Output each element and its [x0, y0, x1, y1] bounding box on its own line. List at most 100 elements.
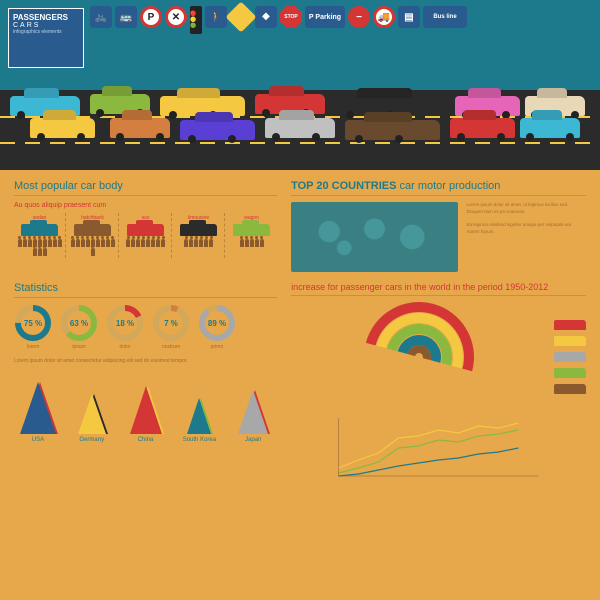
donut-value: 89 % [198, 304, 236, 342]
car-icon [520, 118, 580, 138]
people-icons [69, 239, 116, 256]
pyramid-label: China [122, 437, 170, 443]
traffic-light-icon: 🔴🟡🟢 [190, 6, 202, 34]
person-icon [245, 239, 249, 247]
person-icon [131, 239, 135, 247]
person-icon [189, 239, 193, 247]
people-icons [16, 239, 63, 256]
stats-lorem: Lorem ipsum dolor sit amet consectetur a… [14, 358, 277, 365]
pyramid-label: Japan [229, 437, 277, 443]
pyramid-icon [20, 382, 56, 434]
person-icon [146, 239, 150, 247]
legend-car-icon [554, 336, 586, 346]
person-icon [111, 239, 115, 247]
legend-car-icon [554, 368, 586, 378]
donut-caption: nostrum [152, 344, 190, 350]
person-icon [86, 239, 90, 247]
donut-caption: primo [198, 344, 236, 350]
curve-sign-icon [225, 1, 256, 32]
increase-title: increase for passenger cars in the world… [291, 282, 586, 296]
person-icon [141, 239, 145, 247]
person-icon [199, 239, 203, 247]
target-chart [364, 302, 474, 412]
car-body-column: sedan [14, 213, 66, 258]
pyramid-icon [130, 386, 162, 434]
people-icons [228, 239, 275, 247]
statistics-title: Statistics [14, 282, 277, 298]
parking-sign-icon: P Parking [305, 6, 345, 28]
legend-car-icon [554, 352, 586, 362]
busline-sign-icon: Bus line [423, 6, 467, 28]
line-chart-svg [291, 418, 586, 478]
person-icon [81, 239, 85, 247]
hero-title-1: PASSENGERS [13, 13, 79, 22]
car-silhouette-icon [127, 224, 165, 236]
countries-panel: TOP 20 COUNTRIES car motor production Lo… [291, 180, 586, 272]
person-icon [156, 239, 160, 247]
road-signs-cluster: 🚲 🚌 P ✕ 🔴🟡🟢 🚶 ⛖ STOP P Parking − 🚚 ▤ Bus… [90, 6, 592, 86]
person-icon [260, 239, 264, 247]
car-silhouette-icon [180, 224, 218, 236]
hero-subtitle: infographics elements [13, 29, 79, 35]
donut-chart: 89 % [198, 304, 236, 342]
person-icon [33, 248, 37, 256]
bike-sign-icon: 🚲 [90, 6, 112, 28]
person-icon [240, 239, 244, 247]
car-body-column: wagon [226, 213, 277, 258]
person-icon [23, 239, 27, 247]
stop-sign-icon: STOP [280, 6, 302, 28]
crosswalk-sign-icon: ▤ [398, 6, 420, 28]
person-icon [250, 239, 254, 247]
pyramid-icon [238, 390, 268, 434]
car-icon [30, 118, 95, 138]
target-legend [554, 320, 586, 394]
person-icon [204, 239, 208, 247]
pyramid-bar: Germany [68, 394, 116, 443]
car-body-title: Most popular car body [14, 180, 277, 196]
donut-row: 75 % lorem 63 % ipsum 18 % dolor 7 % nos… [14, 304, 277, 350]
pyramid-bar: South Korea [175, 398, 223, 443]
donut-caption: ipsum [60, 344, 98, 350]
car-body-column: limousine [173, 213, 225, 258]
person-icon [96, 239, 100, 247]
pyramid-bar: China [122, 386, 170, 443]
car-body-column: suv [120, 213, 172, 258]
no-truck-sign-icon: 🚚 [373, 6, 395, 28]
person-icon [194, 239, 198, 247]
donut-chart: 63 % [60, 304, 98, 342]
person-icon [91, 248, 95, 256]
car-body-column: hatchback [67, 213, 119, 258]
bus-sign-icon: 🚌 [115, 6, 137, 28]
title-sign: PASSENGERS CARS infographics elements [8, 8, 84, 68]
car-icon [110, 118, 170, 138]
donut-chart: 18 % [106, 304, 144, 342]
chart-line [339, 448, 519, 476]
donut-caption: lorem [14, 344, 52, 350]
person-icon [18, 239, 22, 247]
donut-chart: 75 % [14, 304, 52, 342]
car-body-lorem: Au quos aliquip praesent cum [14, 202, 277, 209]
increase-panel: increase for passenger cars in the world… [291, 282, 586, 478]
chart-line [339, 430, 519, 473]
donut-caption: dolor [106, 344, 144, 350]
pyramid-label: Germany [68, 437, 116, 443]
person-icon [161, 239, 165, 247]
person-icon [106, 239, 110, 247]
person-icon [58, 239, 62, 247]
person-icon [38, 248, 42, 256]
pyramid-label: USA [14, 437, 62, 443]
no-stop-sign-icon: ✕ [165, 6, 187, 28]
person-icon [255, 239, 259, 247]
person-icon [151, 239, 155, 247]
pedestrian-sign-icon: 🚶 [205, 6, 227, 28]
people-icons [175, 239, 222, 247]
donut-chart: 7 % [152, 304, 190, 342]
donut-value: 63 % [60, 304, 98, 342]
statistics-panel: Statistics 75 % lorem 63 % ipsum 18 % do… [14, 282, 277, 478]
countries-lorem: Lorem ipsum dolor sit amet, ut legimus l… [466, 202, 586, 272]
car-silhouette-icon [21, 224, 59, 236]
world-map-icon [291, 202, 458, 272]
person-icon [136, 239, 140, 247]
car-icon [450, 118, 515, 138]
car-icon [265, 118, 335, 138]
